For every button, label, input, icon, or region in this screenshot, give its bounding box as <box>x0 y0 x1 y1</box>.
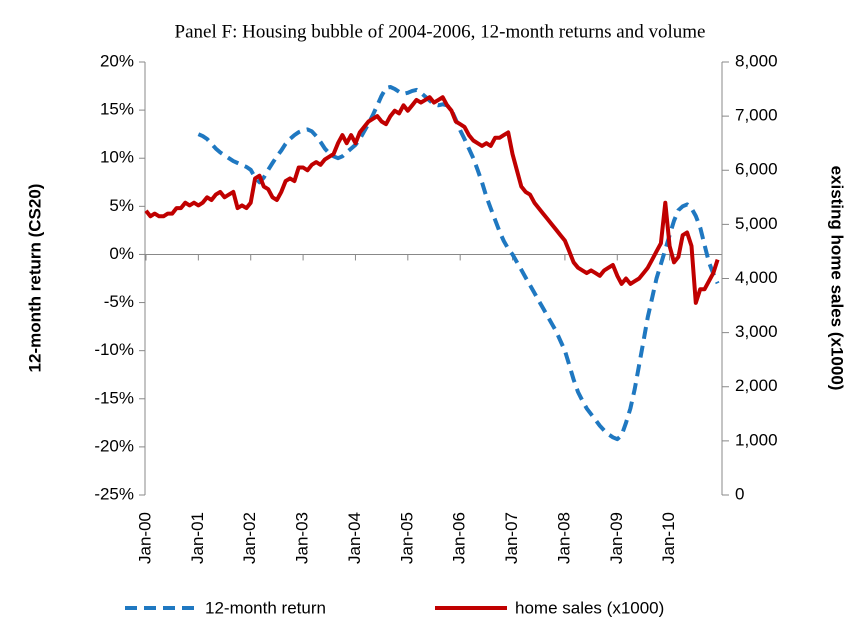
y-tick-label: 5% <box>109 196 134 215</box>
y-tick-label: 10% <box>100 148 134 167</box>
y2-tick-label: 4,000 <box>735 268 778 287</box>
y2-tick-label: 0 <box>735 484 744 503</box>
legend-label: home sales (x1000) <box>515 598 664 617</box>
y-tick-label: -5% <box>104 292 134 311</box>
x-tick-label: Jan-06 <box>450 512 469 564</box>
y2-tick-label: 5,000 <box>735 214 778 233</box>
y-tick-label: 20% <box>100 51 134 70</box>
x-tick-label: Jan-08 <box>554 512 573 564</box>
y-tick-label: -10% <box>94 340 134 359</box>
x-tick-label: Jan-09 <box>607 512 626 564</box>
y2-tick-label: 7,000 <box>735 106 778 125</box>
x-tick-label: Jan-02 <box>240 512 259 564</box>
y2-tick-label: 2,000 <box>735 376 778 395</box>
y2-tick-label: 1,000 <box>735 430 778 449</box>
x-tick-label: Jan-07 <box>502 512 521 564</box>
y-tick-label: 15% <box>100 100 134 119</box>
y-tick-label: -15% <box>94 388 134 407</box>
series-line <box>144 95 720 305</box>
y2-tick-label: 8,000 <box>735 51 778 70</box>
x-tick-label: Jan-10 <box>659 512 678 564</box>
chart-title: Panel F: Housing bubble of 2004-2006, 12… <box>175 21 706 42</box>
y2-tick-label: 6,000 <box>735 160 778 179</box>
y-tick-label: -25% <box>94 484 134 503</box>
y2-tick-label: 3,000 <box>735 322 778 341</box>
y2-axis-label: existing home sales (x1000) <box>828 166 847 391</box>
y-tick-label: 0% <box>109 244 134 263</box>
x-tick-label: Jan-01 <box>188 512 207 564</box>
x-tick-label: Jan-04 <box>345 512 364 564</box>
y-axis-label: 12-month return (CS20) <box>25 184 44 373</box>
x-tick-label: Jan-00 <box>135 512 154 564</box>
x-tick-label: Jan-05 <box>397 512 416 564</box>
legend-label: 12-month return <box>205 598 326 617</box>
series-line <box>197 85 720 442</box>
y-tick-label: -20% <box>94 436 134 455</box>
x-tick-label: Jan-03 <box>293 512 312 564</box>
